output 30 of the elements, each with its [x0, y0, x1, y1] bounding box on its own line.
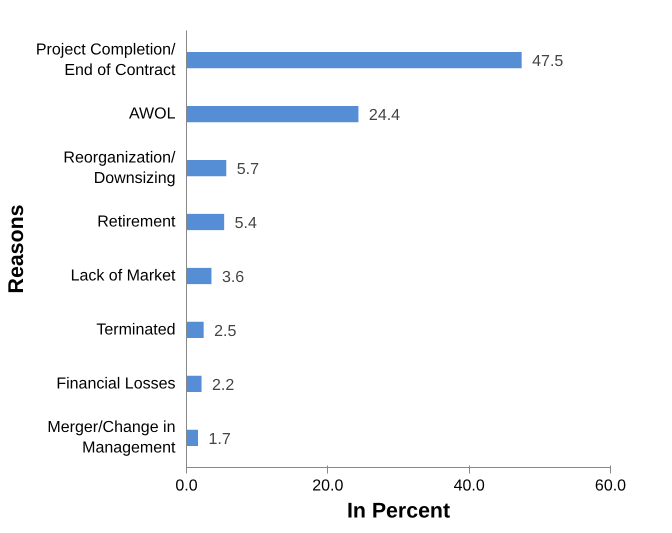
y-tick-label: Terminated [96, 321, 176, 338]
bar [186, 51, 523, 70]
x-tick-label: 40.0 [454, 478, 485, 494]
y-tick-label: Merger/Change in Management [47, 419, 176, 457]
x-tick-label: 60.0 [594, 478, 626, 494]
y-tick-label: Reorganization/ Downsizing [63, 149, 176, 187]
y-tick-label: Retirement [97, 214, 176, 231]
data-label: 2.2 [212, 376, 234, 394]
data-label: 2.5 [214, 322, 237, 340]
bar [186, 104, 360, 124]
x-tick-label: 20.0 [312, 478, 344, 494]
y-axis-title: Reasons [4, 204, 28, 294]
x-tick-label: 0.0 [175, 478, 198, 494]
data-label: 5.4 [234, 215, 258, 232]
data-label: 24.4 [368, 107, 400, 124]
bar [186, 266, 212, 286]
bar [186, 320, 205, 340]
y-tick-label: AWOL [128, 106, 176, 123]
y-tick-label: Lack of Market [70, 267, 176, 284]
y-tick-label: Project Completion/ End of Contract [36, 41, 176, 79]
bar [186, 212, 226, 232]
data-label: 5.7 [236, 161, 260, 178]
data-label: 3.6 [222, 268, 244, 286]
x-axis-title: In Percent [346, 498, 450, 522]
data-label: 1.7 [208, 430, 231, 448]
bar [186, 158, 228, 178]
bar [186, 374, 203, 394]
y-tick-label: Financial Losses [56, 375, 176, 392]
data-label: 47.5 [532, 53, 564, 70]
bar [186, 428, 200, 447]
